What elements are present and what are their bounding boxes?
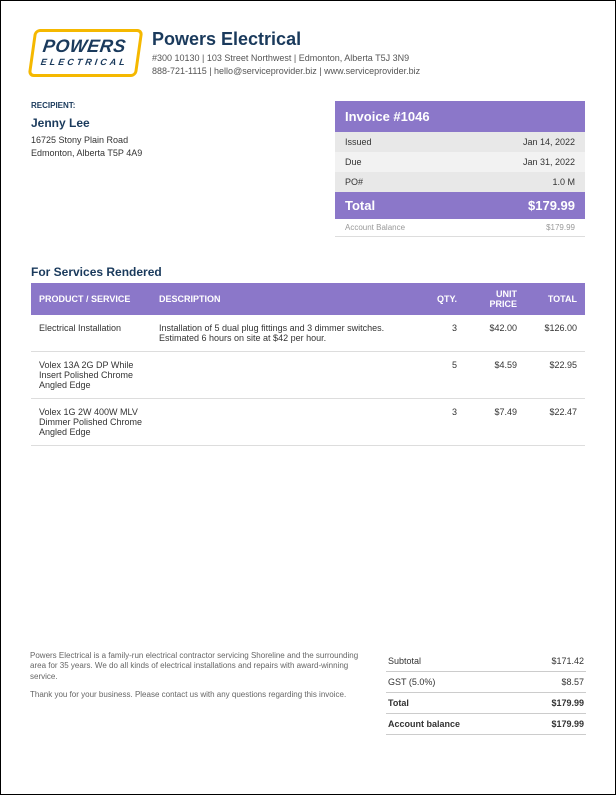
invoice-info-value: Jan 31, 2022 — [523, 157, 575, 167]
cell-qty: 3 — [425, 399, 465, 446]
recipient-name: Jenny Lee — [31, 116, 315, 130]
footer-text: Powers Electrical is a family-run electr… — [30, 651, 366, 735]
cell-description — [151, 399, 425, 446]
cell-total: $22.47 — [525, 399, 585, 446]
cell-product: Volex 1G 2W 400W MLV Dimmer Polished Chr… — [31, 399, 151, 446]
cell-unit: $42.00 — [465, 315, 525, 352]
recipient-addr1: 16725 Stony Plain Road — [31, 134, 315, 147]
cell-total: $22.95 — [525, 352, 585, 399]
invoice-balance-value: $179.99 — [546, 223, 575, 232]
header: POWERS ELECTRICAL Powers Electrical #300… — [31, 29, 585, 77]
col-unit: UNIT PRICE — [465, 283, 525, 315]
total-row: Subtotal $171.42 — [386, 651, 586, 672]
total-value: $171.42 — [551, 656, 584, 666]
cell-qty: 5 — [425, 352, 465, 399]
mid-section: RECIPIENT: Jenny Lee 16725 Stony Plain R… — [31, 101, 585, 237]
total-label: Account balance — [388, 719, 460, 729]
total-label: GST (5.0%) — [388, 677, 435, 687]
cell-unit: $7.49 — [465, 399, 525, 446]
total-row: Total $179.99 — [386, 693, 586, 714]
table-row: Volex 13A 2G DP While Insert Polished Ch… — [31, 352, 585, 399]
table-row: Electrical InstallationInstallation of 5… — [31, 315, 585, 352]
total-row: Account balance $179.99 — [386, 714, 586, 735]
invoice-summary: Invoice #1046 Issued Jan 14, 2022 Due Jan 3… — [335, 101, 585, 237]
invoice-info-label: PO# — [345, 177, 363, 187]
total-value: $179.99 — [551, 719, 584, 729]
invoice-info-row: Due Jan 31, 2022 — [335, 152, 585, 172]
cell-description: Installation of 5 dual plug fittings and… — [151, 315, 425, 352]
invoice-info-value: 1.0 M — [552, 177, 575, 187]
services-table: PRODUCT / SERVICE DESCRIPTION QTY. UNIT … — [31, 283, 585, 446]
total-value: $179.99 — [551, 698, 584, 708]
cell-product: Volex 13A 2G DP While Insert Polished Ch… — [31, 352, 151, 399]
table-row: Volex 1G 2W 400W MLV Dimmer Polished Chr… — [31, 399, 585, 446]
invoice-info-row: PO# 1.0 M — [335, 172, 585, 192]
logo-line1: POWERS — [41, 36, 131, 57]
invoice-info-value: Jan 14, 2022 — [523, 137, 575, 147]
company-contact: 888-721-1115 | hello@serviceprovider.biz… — [152, 65, 585, 78]
company-logo: POWERS ELECTRICAL — [28, 29, 144, 77]
col-total: TOTAL — [525, 283, 585, 315]
recipient-label: RECIPIENT: — [31, 101, 315, 110]
recipient-addr2: Edmonton, Alberta T5P 4A9 — [31, 147, 315, 160]
footer: Powers Electrical is a family-run electr… — [30, 651, 586, 735]
col-qty: QTY. — [425, 283, 465, 315]
invoice-info-row: Issued Jan 14, 2022 — [335, 132, 585, 152]
col-product: PRODUCT / SERVICE — [31, 283, 151, 315]
total-value: $8.57 — [561, 677, 584, 687]
total-label: Subtotal — [388, 656, 421, 666]
total-label: Total — [388, 698, 409, 708]
company-info: Powers Electrical #300 10130 | 103 Stree… — [152, 29, 585, 77]
col-description: DESCRIPTION — [151, 283, 425, 315]
invoice-info-label: Issued — [345, 137, 372, 147]
total-row: GST (5.0%) $8.57 — [386, 672, 586, 693]
invoice-number: Invoice #1046 — [335, 101, 585, 132]
invoice-balance-label: Account Balance — [345, 223, 405, 232]
cell-total: $126.00 — [525, 315, 585, 352]
footer-p2: Thank you for your business. Please cont… — [30, 690, 366, 700]
company-name: Powers Electrical — [152, 29, 585, 50]
cell-description — [151, 352, 425, 399]
cell-qty: 3 — [425, 315, 465, 352]
cell-unit: $4.59 — [465, 352, 525, 399]
recipient-block: RECIPIENT: Jenny Lee 16725 Stony Plain R… — [31, 101, 315, 237]
invoice-info-label: Due — [345, 157, 362, 167]
invoice-total-row: Total $179.99 — [335, 192, 585, 219]
invoice-balance-row: Account Balance $179.99 — [335, 219, 585, 237]
cell-product: Electrical Installation — [31, 315, 151, 352]
company-address: #300 10130 | 103 Street Northwest | Edmo… — [152, 52, 585, 65]
services-title: For Services Rendered — [31, 265, 585, 279]
logo-line2: ELECTRICAL — [40, 57, 128, 67]
footer-p1: Powers Electrical is a family-run electr… — [30, 651, 366, 682]
totals-block: Subtotal $171.42 GST (5.0%) $8.57 Total $179.… — [386, 651, 586, 735]
invoice-total-label: Total — [345, 198, 375, 213]
invoice-total-value: $179.99 — [528, 198, 575, 213]
